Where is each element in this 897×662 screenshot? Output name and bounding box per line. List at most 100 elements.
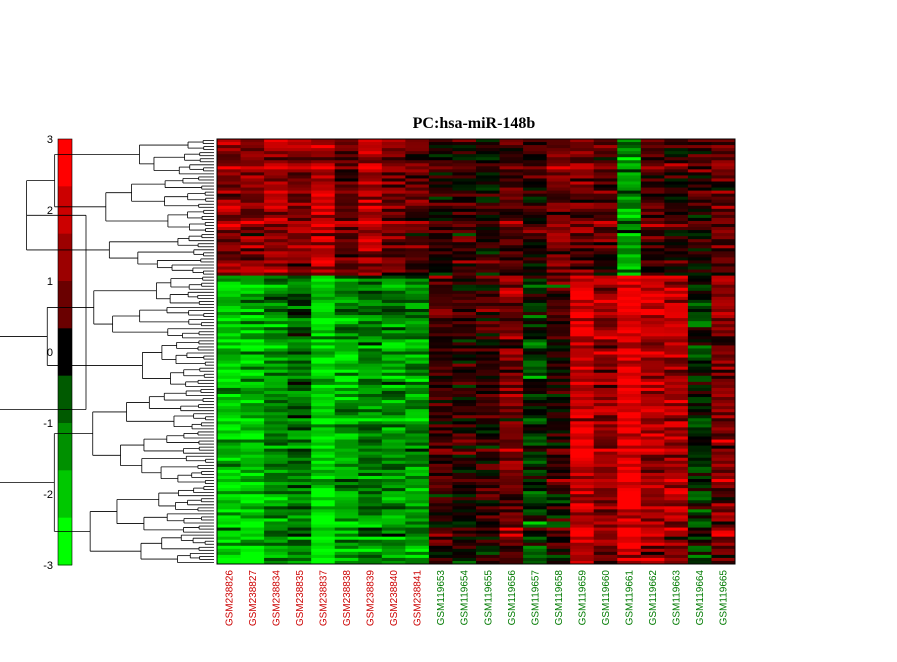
heatmap-cell: [358, 442, 383, 447]
heatmap-cell: [428, 381, 453, 386]
heatmap-cell: [428, 284, 453, 289]
heatmap-cell: [264, 284, 289, 289]
heatmap-cell: [334, 354, 359, 358]
heatmap-cell: [687, 539, 712, 544]
heatmap-cell: [240, 333, 265, 337]
heatmap-cell: [499, 375, 524, 380]
heatmap-cell: [334, 360, 359, 365]
heatmap-cell: [452, 442, 477, 447]
heatmap-cell: [452, 394, 477, 398]
heatmap-cell: [664, 157, 689, 161]
heatmap-cell: [711, 254, 736, 258]
heatmap-cell: [546, 527, 571, 532]
heatmap-cell: [311, 436, 336, 440]
heatmap-cell: [405, 463, 430, 468]
heatmap-cell: [499, 363, 524, 368]
heatmap-cell: [334, 260, 359, 264]
heatmap-cell: [499, 366, 524, 371]
heatmap-cell: [217, 536, 241, 541]
heatmap-cell: [311, 500, 336, 504]
heatmap-cell: [240, 166, 265, 170]
heatmap-cell: [640, 175, 665, 179]
heatmap-cell: [664, 387, 689, 392]
heatmap-cell: [240, 278, 265, 283]
heatmap-cell: [334, 363, 359, 368]
heatmap-cell: [334, 409, 359, 413]
heatmap-cell: [523, 554, 548, 559]
heatmap-cell: [570, 139, 595, 143]
colorbar-tick-label: 3: [47, 134, 53, 146]
heatmap-cell: [240, 324, 265, 328]
heatmap-cell: [476, 557, 500, 562]
heatmap-cell: [570, 378, 595, 383]
heatmap-cell: [217, 415, 241, 419]
heatmap-cell: [476, 436, 500, 440]
heatmap-cell: [711, 360, 736, 365]
heatmap-cell: [546, 463, 571, 468]
heatmap-cell: [217, 318, 241, 322]
heatmap-cell: [334, 527, 359, 532]
heatmap-cell: [358, 436, 383, 440]
heatmap-cell: [405, 196, 430, 201]
heatmap-cell: [240, 351, 265, 355]
heatmap-cell: [593, 278, 618, 283]
heatmap-cell: [593, 333, 618, 337]
heatmap-cell: [452, 479, 477, 483]
heatmap-cell: [428, 445, 453, 450]
heatmap-cell: [358, 163, 383, 167]
heatmap-cell: [358, 506, 383, 510]
heatmap-cell: [381, 427, 406, 431]
heatmap-cell: [287, 211, 312, 216]
heatmap-cell: [546, 378, 571, 383]
heatmap-cell: [593, 472, 618, 477]
heatmap-cell: [523, 169, 548, 173]
heatmap-cell: [428, 479, 453, 483]
heatmap-cell: [358, 551, 383, 556]
heatmap-cell: [499, 181, 524, 185]
heatmap-cell: [358, 475, 383, 480]
heatmap-cell: [687, 214, 712, 219]
heatmap-cell: [381, 451, 406, 456]
heatmap-cell: [358, 193, 383, 198]
heatmap-cell: [640, 211, 665, 216]
heatmap-cell: [287, 184, 312, 188]
sample-label: GSM238835: [295, 570, 306, 627]
heatmap-cell: [640, 184, 665, 188]
heatmap-cell: [334, 460, 359, 465]
heatmap-cell: [428, 515, 453, 519]
heatmap-cell: [499, 336, 524, 340]
heatmap-cell: [546, 214, 571, 219]
heatmap-cell: [217, 460, 241, 465]
heatmap-cell: [217, 515, 241, 519]
heatmap-cell: [570, 184, 595, 188]
heatmap-cell: [217, 375, 241, 380]
heatmap-cell: [546, 551, 571, 556]
heatmap-cell: [405, 390, 430, 395]
heatmap-cell: [570, 239, 595, 243]
heatmap-cell: [358, 290, 383, 295]
heatmap-cell: [334, 339, 359, 343]
heatmap-cell: [428, 397, 453, 401]
heatmap-cell: [405, 348, 430, 352]
heatmap-cell: [523, 272, 548, 277]
heatmap-cell: [617, 327, 642, 331]
heatmap-cell: [711, 475, 736, 480]
heatmap-cell: [640, 333, 665, 337]
heatmap-cell: [593, 281, 618, 286]
heatmap-cell: [640, 497, 665, 501]
heatmap-cell: [664, 205, 689, 210]
heatmap-cell: [687, 193, 712, 198]
heatmap-cell: [358, 488, 383, 492]
heatmap-cell: [428, 342, 453, 346]
heatmap-cell: [570, 363, 595, 368]
heatmap-cell: [546, 299, 571, 304]
heatmap-cell: [476, 190, 500, 195]
heatmap-cell: [428, 400, 453, 404]
heatmap-cell: [687, 205, 712, 210]
heatmap-cell: [617, 442, 642, 447]
heatmap-cell: [570, 506, 595, 510]
heatmap-cell: [546, 469, 571, 474]
heatmap-cell: [476, 400, 500, 404]
heatmap-cell: [687, 469, 712, 474]
heatmap-cell: [358, 400, 383, 404]
